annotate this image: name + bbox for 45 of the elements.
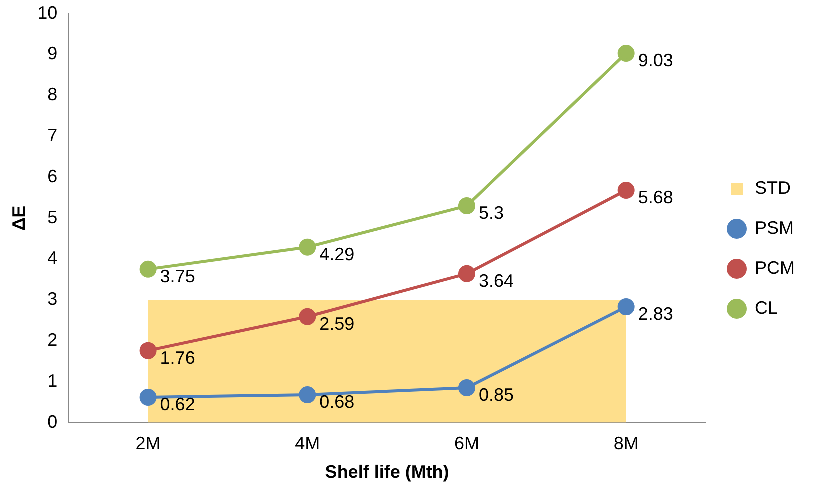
y-tick-label: 1 — [48, 370, 58, 391]
data-label: 0.62 — [160, 394, 196, 414]
point — [458, 198, 476, 215]
data-label: 0.68 — [320, 392, 355, 412]
y-axis-title: ΔE — [8, 206, 29, 231]
x-axis-title: Shelf life (Mth) — [325, 462, 450, 482]
data-label: 5.3 — [478, 203, 504, 223]
y-tick-label: 0 — [48, 412, 58, 432]
data-label: 4.29 — [320, 244, 355, 264]
data-label: 5.68 — [638, 187, 674, 208]
y-tick-label: 3 — [48, 289, 58, 310]
data-label: 0.85 — [478, 385, 514, 406]
x-tick-label: 4M — [295, 434, 320, 454]
y-tick-label: 7 — [48, 125, 58, 146]
legend-label: CL — [755, 298, 778, 318]
point — [140, 342, 157, 360]
legend-label: STD — [755, 178, 791, 198]
legend-label: PSM — [755, 218, 794, 238]
legend-label: PCM — [755, 258, 795, 278]
y-tick-label: 6 — [48, 166, 58, 186]
point — [299, 386, 316, 404]
point — [140, 388, 157, 406]
x-tick-label: 8M — [614, 434, 639, 454]
y-tick-label: 9 — [48, 44, 58, 64]
point — [458, 265, 476, 282]
data-label: 2.59 — [320, 314, 355, 334]
point — [299, 238, 316, 256]
y-tick-label: 4 — [48, 248, 58, 268]
point — [299, 308, 316, 326]
data-label: 3.75 — [160, 266, 196, 286]
point — [140, 260, 157, 278]
point — [618, 44, 635, 62]
point — [618, 182, 635, 199]
data-label: 3.64 — [478, 270, 514, 291]
data-label: 1.76 — [160, 348, 196, 368]
data-label: 2.83 — [638, 304, 674, 324]
y-tick-label: 8 — [48, 84, 58, 105]
y-tick-label: 2 — [48, 330, 58, 350]
x-tick-label: 2M — [136, 434, 161, 454]
x-tick-label: 6M — [454, 434, 480, 454]
point — [618, 298, 635, 316]
point — [458, 380, 476, 397]
y-tick-label: 5 — [48, 207, 58, 228]
data-label: 9.03 — [638, 50, 674, 70]
y-tick-label: 10 — [38, 2, 58, 23]
